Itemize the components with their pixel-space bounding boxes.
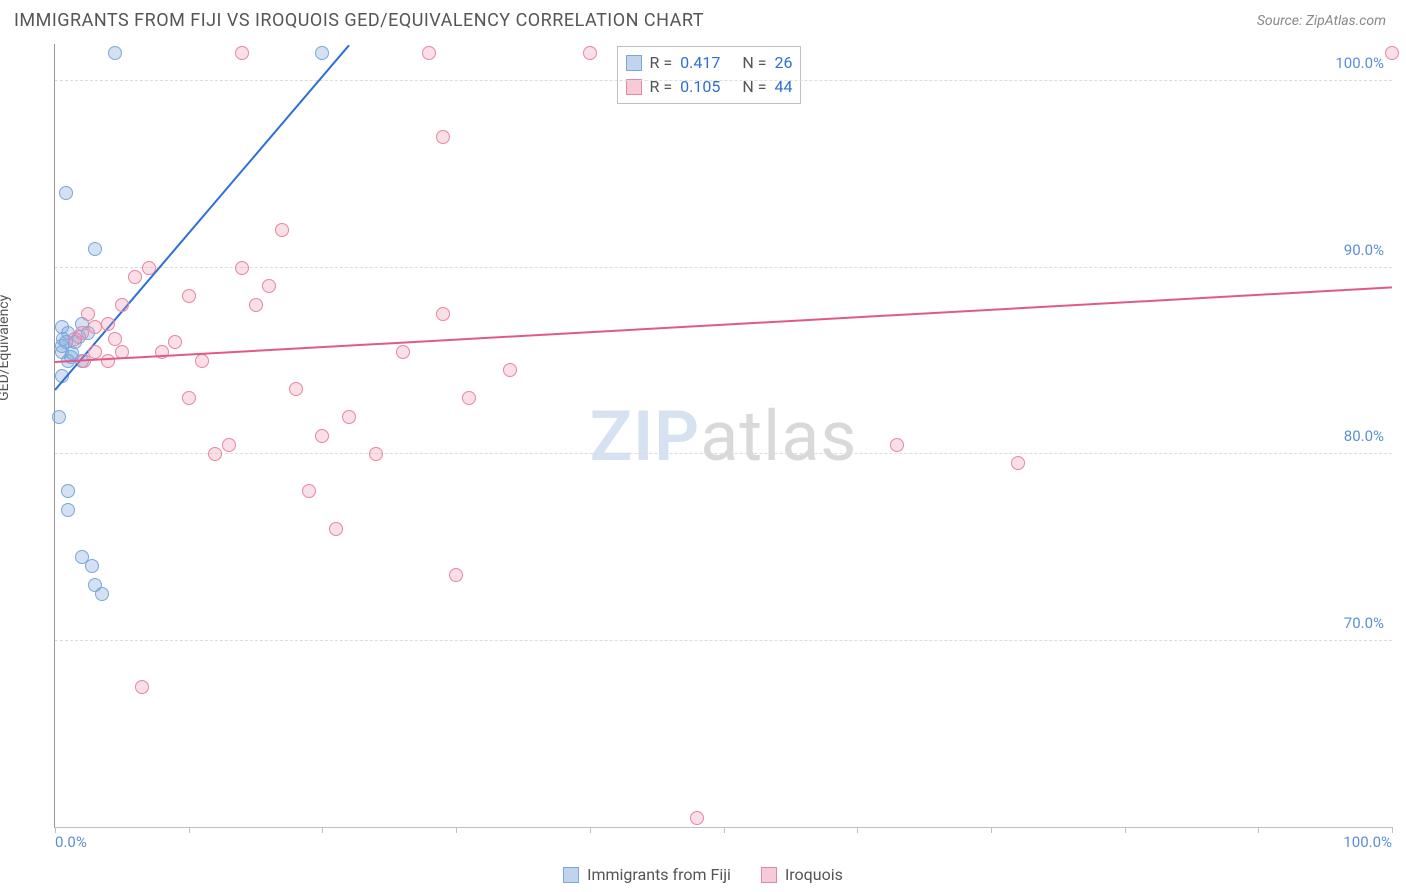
- stats-n-value: 44: [775, 75, 793, 99]
- stats-n-label: N =: [742, 51, 766, 75]
- x-tick-mark: [189, 827, 190, 833]
- gridline-horizontal: [55, 640, 1392, 641]
- data-point-iroquois: [396, 345, 410, 359]
- x-tick-label: 0.0%: [55, 833, 87, 851]
- correlation-stats-box: R = 0.417 N = 26 R = 0.105 N = 44: [617, 46, 802, 104]
- x-tick-mark: [590, 827, 591, 833]
- data-point-fiji: [61, 503, 75, 517]
- stats-row-fiji: R = 0.417 N = 26: [626, 51, 793, 75]
- x-tick-mark: [724, 827, 725, 833]
- data-point-iroquois: [275, 223, 289, 237]
- data-point-iroquois: [108, 332, 122, 346]
- data-point-iroquois: [422, 46, 436, 60]
- data-point-iroquois: [462, 391, 476, 405]
- stats-swatch: [626, 55, 642, 71]
- stats-r-label: R =: [650, 75, 673, 99]
- trend-line-fiji: [54, 44, 350, 390]
- data-point-iroquois: [168, 335, 182, 349]
- stats-row-iroquois: R = 0.105 N = 44: [626, 75, 793, 99]
- chart-area: GED/Equivalency ZIPatlas R =0.417N =26R …: [14, 44, 1392, 848]
- x-tick-mark: [857, 827, 858, 833]
- data-point-fiji: [315, 46, 329, 60]
- data-point-iroquois: [182, 289, 196, 303]
- stats-n-value: 26: [775, 51, 793, 75]
- source-attribution: Source: ZipAtlas.com: [1257, 13, 1386, 29]
- data-point-fiji: [52, 410, 66, 424]
- gridline-horizontal: [55, 80, 1392, 81]
- data-point-fiji: [108, 46, 122, 60]
- data-point-fiji: [85, 559, 99, 573]
- y-tick-label: 90.0%: [1344, 241, 1384, 259]
- data-point-iroquois: [68, 332, 82, 346]
- stats-swatch: [626, 79, 642, 95]
- data-point-iroquois: [1011, 456, 1025, 470]
- legend-label: Iroquois: [785, 865, 843, 884]
- data-point-iroquois: [289, 382, 303, 396]
- stats-r-value: 0.417: [680, 51, 720, 75]
- data-point-iroquois: [235, 261, 249, 275]
- data-point-iroquois: [436, 130, 450, 144]
- data-point-iroquois: [101, 354, 115, 368]
- data-point-iroquois: [128, 270, 142, 284]
- data-point-iroquois: [436, 307, 450, 321]
- data-point-iroquois: [135, 680, 149, 694]
- data-point-iroquois: [503, 363, 517, 377]
- y-tick-label: 80.0%: [1344, 427, 1384, 445]
- legend: Immigrants from Fiji Iroquois: [0, 865, 1406, 884]
- data-point-fiji: [61, 484, 75, 498]
- gridline-horizontal: [55, 453, 1392, 454]
- x-tick-mark: [456, 827, 457, 833]
- x-tick-label: 100.0%: [1343, 833, 1392, 851]
- watermark: ZIPatlas: [590, 396, 858, 478]
- x-tick-mark: [322, 827, 323, 833]
- data-point-iroquois: [142, 261, 156, 275]
- data-point-iroquois: [88, 320, 102, 334]
- y-tick-label: 70.0%: [1344, 614, 1384, 632]
- data-point-iroquois: [690, 811, 704, 825]
- stats-r-value: 0.105: [680, 75, 720, 99]
- data-point-fiji: [95, 587, 109, 601]
- data-point-iroquois: [235, 46, 249, 60]
- data-point-iroquois: [182, 391, 196, 405]
- data-point-iroquois: [249, 298, 263, 312]
- data-point-iroquois: [1385, 46, 1399, 60]
- data-point-iroquois: [262, 279, 276, 293]
- data-point-iroquois: [195, 354, 209, 368]
- data-point-iroquois: [890, 438, 904, 452]
- data-point-iroquois: [302, 484, 316, 498]
- data-point-iroquois: [115, 298, 129, 312]
- data-point-iroquois: [342, 410, 356, 424]
- data-point-iroquois: [329, 522, 343, 536]
- data-point-iroquois: [101, 317, 115, 331]
- gridline-horizontal: [55, 267, 1392, 268]
- x-tick-mark: [991, 827, 992, 833]
- y-axis-label: GED/Equivalency: [0, 295, 12, 401]
- data-point-iroquois: [449, 568, 463, 582]
- legend-item-fiji: Immigrants from Fiji: [563, 865, 731, 884]
- legend-swatch-pink: [761, 867, 777, 883]
- chart-header: IMMIGRANTS FROM FIJI VS IROQUOIS GED/EQU…: [0, 0, 1406, 37]
- data-point-iroquois: [315, 429, 329, 443]
- legend-item-iroquois: Iroquois: [761, 865, 843, 884]
- data-point-iroquois: [583, 46, 597, 60]
- y-tick-label: 100.0%: [1335, 54, 1384, 72]
- data-point-iroquois: [222, 438, 236, 452]
- data-point-iroquois: [208, 447, 222, 461]
- data-point-iroquois: [81, 307, 95, 321]
- x-tick-mark: [1125, 827, 1126, 833]
- chart-title: IMMIGRANTS FROM FIJI VS IROQUOIS GED/EQU…: [14, 10, 704, 31]
- data-point-fiji: [88, 242, 102, 256]
- legend-swatch-blue: [563, 867, 579, 883]
- stats-r-label: R =: [650, 51, 673, 75]
- data-point-iroquois: [369, 447, 383, 461]
- stats-n-label: N =: [742, 75, 766, 99]
- data-point-fiji: [59, 186, 73, 200]
- legend-label: Immigrants from Fiji: [587, 865, 731, 884]
- plot-region: ZIPatlas R = 0.417 N = 26 R = 0.105 N = 44 70.0…: [54, 44, 1392, 828]
- x-tick-mark: [1258, 827, 1259, 833]
- data-point-fiji: [55, 320, 69, 334]
